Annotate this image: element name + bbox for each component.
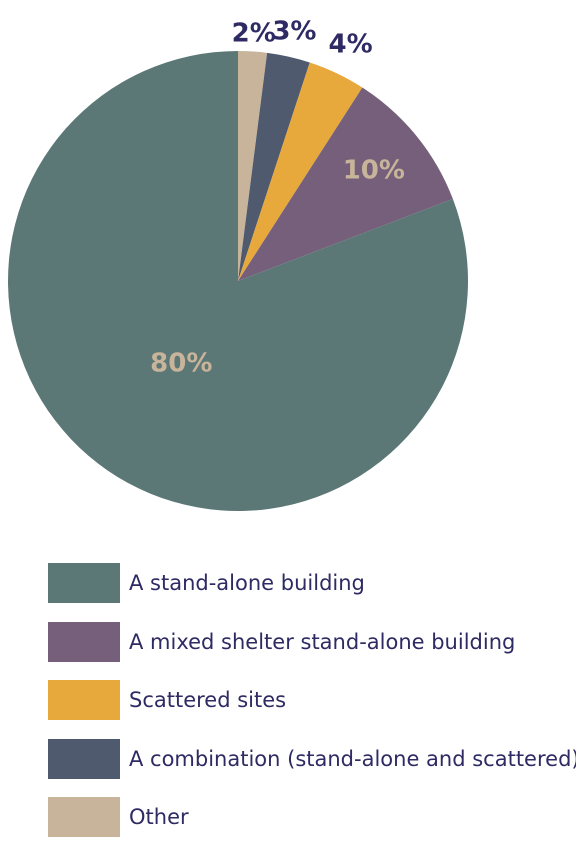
slice-value-label: 3%: [272, 16, 316, 46]
legend-item-other: Other: [48, 797, 576, 837]
legend-label: A mixed shelter stand-alone building: [129, 629, 516, 654]
legend-label: A combination (stand-alone and scattered…: [129, 746, 576, 771]
legend-item-stand-alone: A stand-alone building: [48, 563, 576, 603]
legend-item-scattered-sites: Scattered sites: [48, 680, 576, 720]
legend-item-combination: A combination (stand-alone and scattered…: [48, 738, 576, 779]
pie-slice: [238, 51, 268, 281]
legend-swatch: [48, 680, 120, 720]
legend-swatch: [48, 797, 120, 837]
legend-label: A stand-alone building: [129, 571, 365, 595]
slice-value-label: 2%: [232, 18, 276, 48]
legend-swatch: [48, 621, 120, 662]
legend-swatch: [48, 738, 120, 779]
legend-swatch: [48, 563, 120, 603]
legend-label: Scattered sites: [129, 688, 287, 712]
pie-slices: [7, 51, 469, 511]
pie-slice: [238, 87, 453, 281]
pie-slice: [238, 62, 363, 281]
slice-value-label: 4%: [329, 29, 373, 59]
slice-value-label: 80%: [150, 348, 212, 378]
pie-chart: 2%3% 4% 10% 80%: [7, 16, 469, 511]
pie-slice: [238, 52, 310, 282]
pie-slice: [7, 51, 469, 511]
legend: A stand-alone building A mixed shelter s…: [48, 563, 576, 856]
legend-item-mixed-shelter: A mixed shelter stand-alone building: [48, 621, 576, 662]
slice-value-label: 10%: [343, 156, 405, 186]
pie-labels: 2%3% 4% 10% 80%: [150, 16, 405, 378]
legend-label: Other: [129, 805, 189, 829]
